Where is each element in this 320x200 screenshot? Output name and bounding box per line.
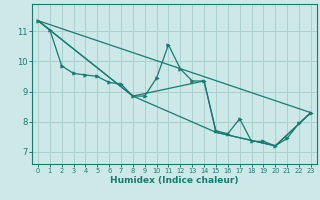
X-axis label: Humidex (Indice chaleur): Humidex (Indice chaleur)	[110, 176, 239, 185]
